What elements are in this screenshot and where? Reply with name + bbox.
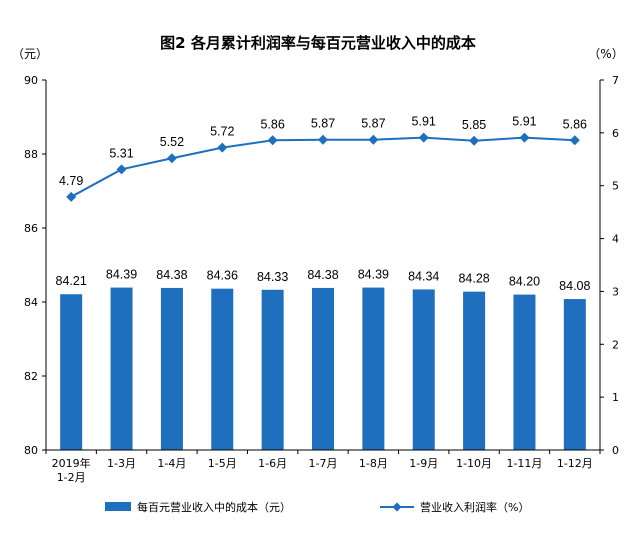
line-point bbox=[469, 135, 480, 146]
left-axis-tick-label: 80 bbox=[24, 444, 38, 457]
x-axis-tick-label: 1-4月 bbox=[157, 457, 186, 470]
bar-data-label: 84.33 bbox=[257, 270, 288, 284]
bar bbox=[412, 289, 435, 450]
legend-bar-swatch bbox=[105, 502, 131, 511]
line-point bbox=[217, 142, 228, 153]
bar-data-label: 84.28 bbox=[458, 272, 489, 286]
line-data-label: 5.52 bbox=[160, 135, 184, 149]
left-axis-tick-label: 86 bbox=[24, 222, 38, 235]
x-axis-tick-label: 1-3月 bbox=[107, 457, 136, 470]
legend-bar-label: 每百元营业收入中的成本（元） bbox=[137, 500, 291, 514]
bar bbox=[362, 287, 385, 450]
bar bbox=[110, 287, 133, 450]
line-point bbox=[166, 153, 177, 164]
line-data-label: 5.85 bbox=[462, 118, 486, 132]
bar-data-label: 84.08 bbox=[559, 279, 590, 293]
bar-data-label: 84.20 bbox=[509, 275, 540, 289]
chart-title: 图2 各月累计利润率与每百元营业收入中的成本 bbox=[160, 34, 476, 52]
x-axis-tick-label: 1-2月 bbox=[57, 471, 86, 484]
line-data-label: 5.91 bbox=[412, 115, 436, 129]
right-axis-tick-label: 2 bbox=[612, 338, 619, 351]
bar-data-label: 84.21 bbox=[56, 274, 87, 288]
line-point bbox=[66, 191, 77, 202]
line-data-label: 5.72 bbox=[210, 125, 234, 139]
x-axis-tick-label: 1-10月 bbox=[456, 457, 492, 470]
bar-data-label: 84.36 bbox=[207, 269, 238, 283]
left-axis-tick-label: 82 bbox=[24, 370, 38, 383]
right-axis-tick-label: 5 bbox=[612, 180, 619, 193]
right-axis-tick-label: 1 bbox=[612, 391, 619, 404]
legend-line-label: 营业收入利润率（%） bbox=[420, 500, 529, 514]
bar bbox=[312, 287, 334, 450]
x-axis-tick-label: 1-7月 bbox=[309, 457, 338, 470]
right-axis-tick-label: 7 bbox=[612, 74, 619, 87]
right-axis-unit: （%） bbox=[588, 47, 623, 61]
x-axis-tick-label: 1-6月 bbox=[258, 457, 287, 470]
legend: 每百元营业收入中的成本（元） 营业收入利润率（%） bbox=[105, 500, 529, 514]
line-series bbox=[66, 132, 580, 202]
line-point bbox=[318, 134, 328, 145]
bar-data-label: 84.34 bbox=[408, 269, 439, 283]
right-axis-tick-label: 0 bbox=[612, 444, 619, 457]
line-point bbox=[519, 132, 530, 143]
bar-data-label: 84.39 bbox=[106, 268, 137, 282]
left-axis-tick-label: 88 bbox=[24, 148, 38, 161]
bar-data-labels: 84.21 84.39 84.38 84.36 84.33 84.38 84.39 84.34… bbox=[56, 268, 591, 293]
line-data-label: 5.86 bbox=[260, 117, 284, 131]
line-point bbox=[368, 134, 379, 145]
x-axis-tick-label: 1-9月 bbox=[409, 457, 438, 470]
bar-data-label: 84.38 bbox=[156, 268, 187, 282]
x-axis-tick-label: 1-11月 bbox=[506, 457, 542, 470]
left-axis-unit: （元） bbox=[12, 47, 48, 61]
left-axis-tick-label: 90 bbox=[24, 74, 38, 87]
x-axis-tick-label: 1-8月 bbox=[359, 457, 388, 470]
x-axis-tick-label: 1-5月 bbox=[208, 457, 237, 470]
bar bbox=[463, 291, 486, 450]
bar bbox=[60, 294, 83, 450]
line-data-label: 5.91 bbox=[512, 115, 536, 129]
left-axis-ticks: 80 82 84 86 88 90 bbox=[24, 74, 46, 457]
bar-data-label: 84.39 bbox=[358, 268, 389, 282]
line-point bbox=[569, 135, 580, 146]
right-axis-ticks: 0 1 2 3 4 5 6 7 bbox=[600, 74, 619, 457]
bar bbox=[563, 299, 586, 450]
line-path bbox=[70, 136, 575, 198]
right-axis-tick-label: 3 bbox=[612, 285, 619, 298]
x-axis-tick-label: 2019年 bbox=[52, 456, 91, 470]
bar bbox=[160, 287, 183, 450]
right-axis-tick-label: 4 bbox=[612, 233, 619, 246]
line-data-label: 4.79 bbox=[59, 174, 83, 188]
legend-line-marker bbox=[392, 502, 402, 512]
line-point bbox=[267, 135, 278, 146]
bar bbox=[211, 288, 234, 450]
line-data-label: 5.87 bbox=[311, 117, 335, 131]
line-point bbox=[418, 132, 429, 143]
line-data-labels: 4.79 5.31 5.52 5.72 5.86 5.87 5.87 5.91 5.85 5.91… bbox=[59, 115, 587, 188]
bar bbox=[261, 289, 284, 450]
right-axis-tick-label: 6 bbox=[612, 127, 619, 140]
x-axis-tick-label: 1-12月 bbox=[557, 457, 593, 470]
line-data-label: 5.86 bbox=[563, 117, 587, 131]
bar-data-label: 84.38 bbox=[307, 268, 338, 282]
bar-series bbox=[60, 287, 586, 450]
left-axis-tick-label: 84 bbox=[24, 296, 38, 309]
line-data-label: 5.87 bbox=[361, 117, 385, 131]
bar bbox=[513, 294, 536, 450]
line-data-label: 5.31 bbox=[109, 146, 133, 160]
line-point bbox=[116, 164, 127, 175]
